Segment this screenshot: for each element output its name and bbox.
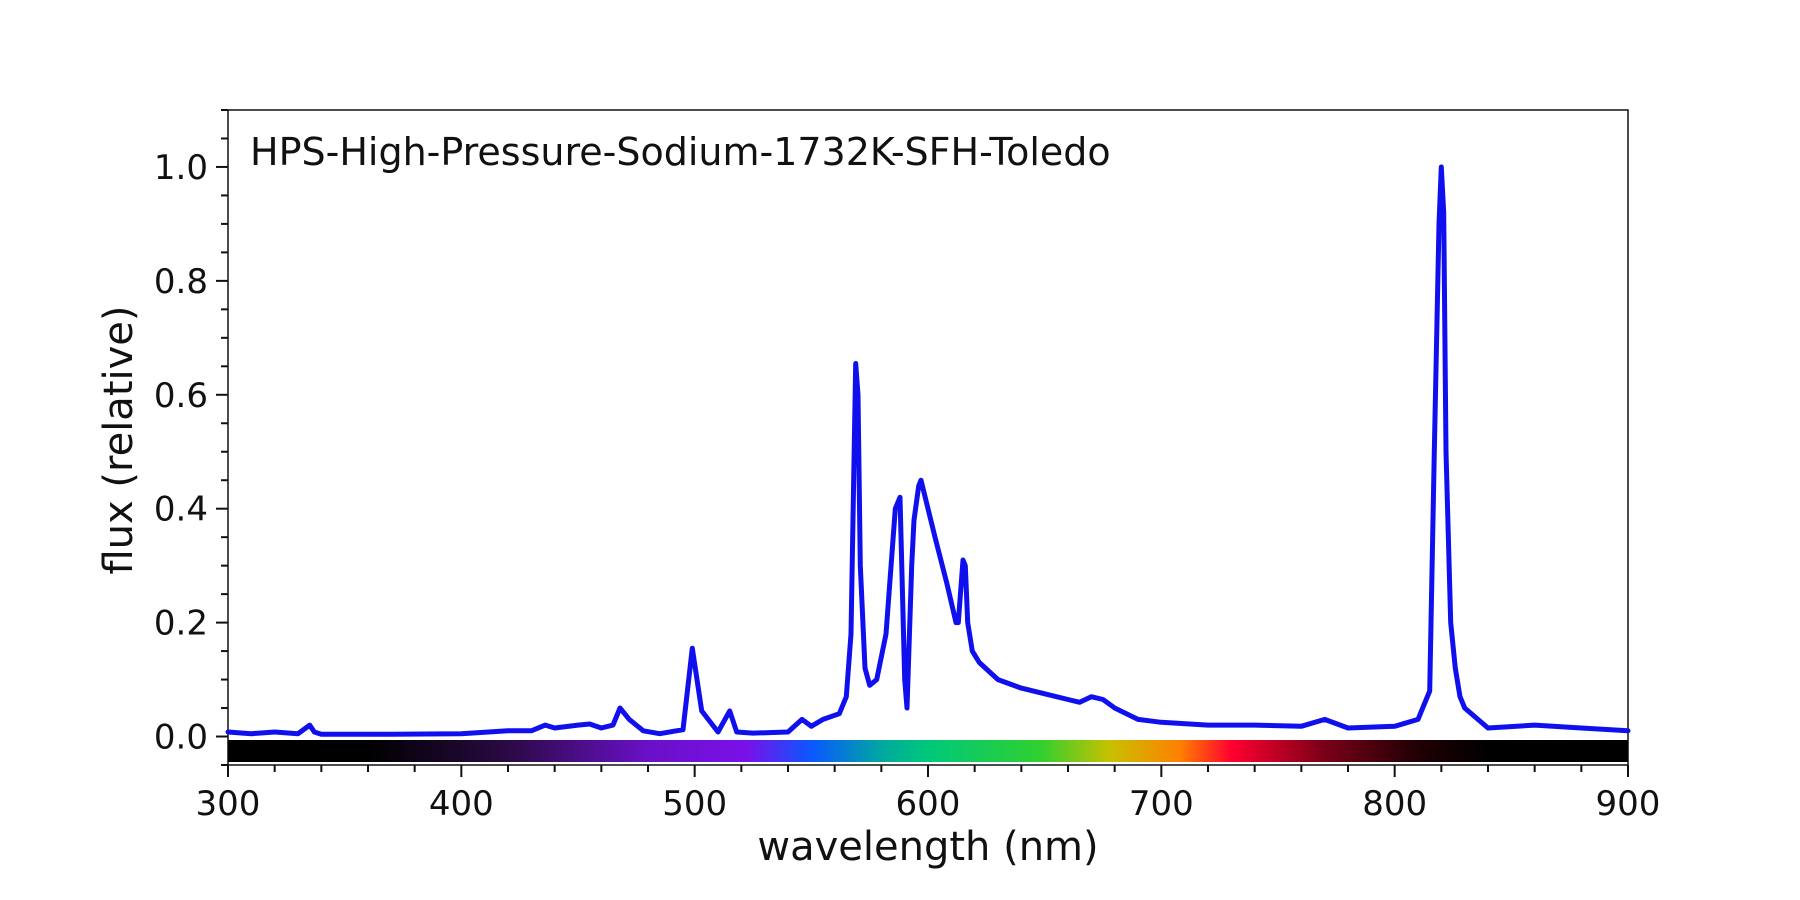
y-axis-ticks <box>216 109 228 766</box>
y-tick-label: 0.2 <box>154 604 208 644</box>
y-axis-label: flux (relative) <box>96 305 142 574</box>
x-axis-ticks <box>227 765 1629 777</box>
y-tick-label: 0.8 <box>154 262 208 302</box>
plot-area <box>227 109 1629 766</box>
chart-title: HPS-High-Pressure-Sodium-1732K-SFH-Toled… <box>250 130 1111 174</box>
x-tick-label: 400 <box>429 784 494 824</box>
x-axis-tick-labels: 300 400 500 600 700 800 900 <box>196 784 1661 824</box>
flux-series-line <box>225 164 1631 737</box>
x-tick-label: 900 <box>1596 784 1661 824</box>
y-tick-label: 0.6 <box>154 376 208 416</box>
y-tick-label: 0.4 <box>154 490 208 530</box>
x-tick-label: 500 <box>662 784 727 824</box>
x-tick-label: 700 <box>1129 784 1194 824</box>
x-tick-label: 800 <box>1362 784 1427 824</box>
x-tick-label: 300 <box>196 784 261 824</box>
x-tick-label: 600 <box>896 784 961 824</box>
y-tick-label: 0.0 <box>154 718 208 758</box>
spectrum-color-bar <box>228 740 1628 762</box>
x-axis-label: wavelength (nm) <box>757 824 1098 870</box>
y-axis-tick-labels: 0.0 0.2 0.4 0.6 0.8 1.0 <box>154 148 208 758</box>
y-tick-label: 1.0 <box>154 148 208 188</box>
